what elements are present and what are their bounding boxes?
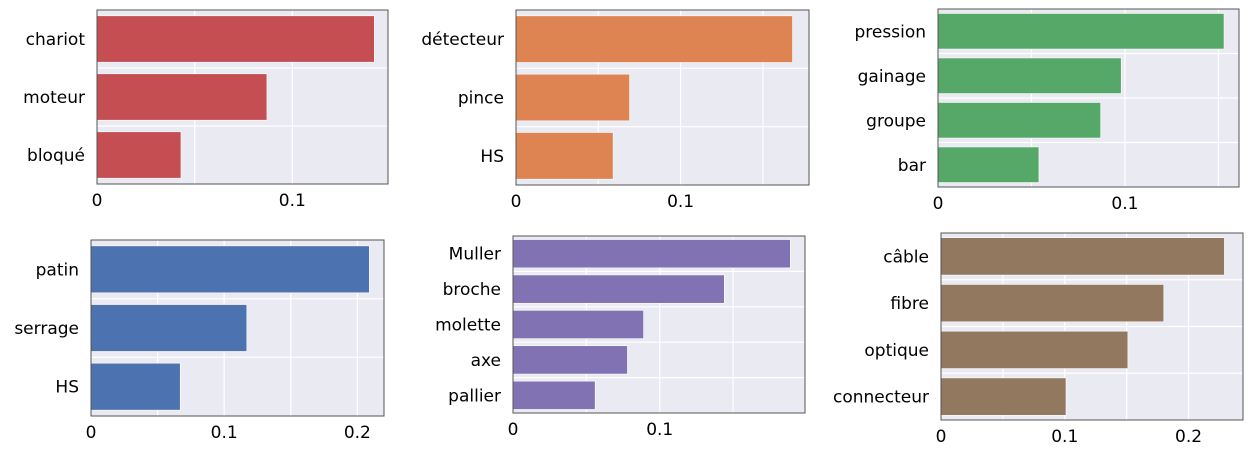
bar bbox=[941, 284, 1164, 321]
bar bbox=[941, 238, 1224, 275]
x-tick-label: 0.2 bbox=[1175, 427, 1202, 447]
category-label: câble bbox=[883, 247, 929, 267]
bar bbox=[513, 310, 644, 338]
chart-panel: pression gainage groupe bar 0 0.1 bbox=[855, 9, 1239, 214]
x-tick-label: 0.2 bbox=[344, 423, 371, 443]
x-tick-label: 0.1 bbox=[279, 191, 306, 211]
x-tick-label: 0.1 bbox=[667, 192, 694, 212]
bar bbox=[938, 13, 1224, 49]
category-label: groupe bbox=[866, 111, 926, 131]
bar bbox=[97, 132, 181, 178]
category-label: chariot bbox=[26, 30, 86, 50]
category-label: pince bbox=[458, 89, 504, 109]
bar bbox=[516, 16, 793, 63]
bar bbox=[941, 378, 1066, 415]
category-label: moteur bbox=[23, 88, 85, 108]
bar bbox=[513, 381, 595, 409]
x-tick-label: 0 bbox=[92, 191, 103, 211]
category-label: axe bbox=[471, 351, 501, 371]
chart-panel: Muller broche molette axe pallier 0 0.1 bbox=[435, 236, 805, 440]
x-tick-label: 0 bbox=[936, 427, 947, 447]
category-label: molette bbox=[435, 316, 501, 336]
category-label: broche bbox=[443, 280, 501, 300]
bar bbox=[938, 58, 1121, 94]
category-label: Muller bbox=[449, 245, 501, 265]
bar bbox=[91, 246, 369, 293]
category-label: pression bbox=[855, 22, 926, 42]
category-label: fibre bbox=[890, 294, 929, 314]
x-tick-label: 0.1 bbox=[646, 420, 673, 440]
bar bbox=[938, 102, 1101, 138]
bar bbox=[91, 363, 180, 410]
bar bbox=[91, 305, 247, 352]
category-label: bloqué bbox=[27, 146, 85, 166]
category-label: optique bbox=[864, 341, 929, 361]
bar bbox=[513, 240, 790, 268]
x-tick-label: 0.1 bbox=[1111, 194, 1138, 214]
chart-panel: détecteur pince HS 0 0.1 bbox=[421, 10, 809, 212]
category-label: connecteur bbox=[833, 388, 929, 408]
bar bbox=[97, 74, 267, 120]
bar bbox=[513, 346, 627, 374]
x-tick-label: 0 bbox=[933, 194, 944, 214]
x-tick-label: 0 bbox=[508, 420, 519, 440]
category-label: serrage bbox=[14, 319, 79, 339]
category-label: bar bbox=[898, 156, 926, 176]
bar bbox=[513, 275, 724, 303]
bar bbox=[938, 147, 1039, 183]
bar bbox=[516, 74, 630, 121]
category-label: patin bbox=[36, 260, 79, 280]
bar bbox=[97, 16, 374, 62]
category-label: pallier bbox=[448, 386, 501, 406]
x-tick-label: 0.1 bbox=[1051, 427, 1078, 447]
category-label: gainage bbox=[858, 67, 926, 87]
bar bbox=[941, 331, 1128, 368]
x-tick-label: 0.1 bbox=[211, 423, 238, 443]
bar bbox=[516, 133, 613, 180]
chart-panel: câble fibre optique connecteur 0 0.1 0.2 bbox=[833, 233, 1243, 447]
x-tick-label: 0 bbox=[511, 192, 522, 212]
category-label: HS bbox=[480, 147, 504, 167]
x-tick-label: 0 bbox=[86, 423, 97, 443]
category-label: détecteur bbox=[421, 30, 504, 50]
category-label: HS bbox=[55, 378, 79, 398]
chart-panel: patin serrage HS 0 0.1 0.2 bbox=[14, 240, 384, 443]
chart-panel: chariot moteur bloqué 0 0.1 bbox=[23, 10, 388, 211]
